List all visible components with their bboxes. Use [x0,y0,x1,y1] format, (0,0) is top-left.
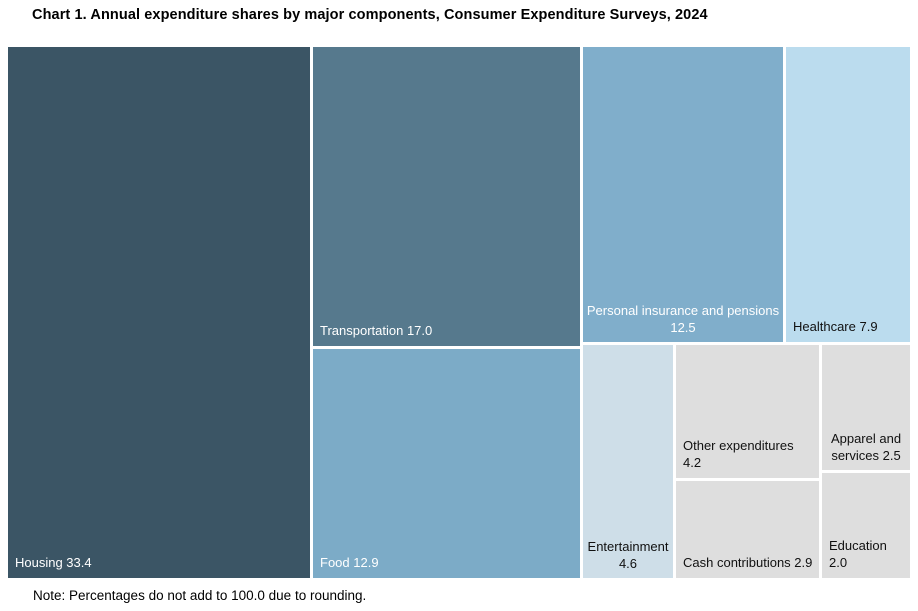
chart-title: Chart 1. Annual expenditure shares by ma… [32,7,708,23]
tile-label-education: Education 2.0 [829,538,887,571]
tile-label-apparel-and-services: Apparel and services 2.5 [830,431,902,464]
tile-label-housing: Housing 33.4 [15,555,92,571]
treemap-tile-education: Education 2.0 [822,473,910,578]
treemap-tile-entertainment: Entertainment 4.6 [583,345,673,578]
treemap-tile-apparel-and-services: Apparel and services 2.5 [822,345,910,470]
treemap-tile-cash-contributions: Cash contributions 2.9 [676,481,819,578]
treemap: Housing 33.4 Transportation 17.0 Food 12… [8,47,910,578]
chart-note: Note: Percentages do not add to 100.0 du… [33,588,367,603]
treemap-tile-healthcare: Healthcare 7.9 [786,47,910,342]
tile-label-transportation: Transportation 17.0 [320,323,433,339]
treemap-tile-housing: Housing 33.4 [8,47,310,578]
tile-label-cash-contributions: Cash contributions 2.9 [683,555,813,571]
tile-label-food: Food 12.9 [320,555,379,571]
treemap-tile-transportation: Transportation 17.0 [313,47,580,346]
treemap-tile-personal-insurance-and-pensions: Personal insurance and pensions 12.5 [583,47,783,342]
tile-label-personal-insurance-and-pensions: Personal insurance and pensions 12.5 [586,303,780,336]
tile-label-entertainment: Entertainment 4.6 [587,539,669,572]
treemap-tile-other-expenditures: Other expenditures 4.2 [676,345,819,478]
tile-label-other-expenditures: Other expenditures 4.2 [683,438,794,471]
tile-label-healthcare: Healthcare 7.9 [793,319,878,335]
treemap-tile-food: Food 12.9 [313,349,580,578]
